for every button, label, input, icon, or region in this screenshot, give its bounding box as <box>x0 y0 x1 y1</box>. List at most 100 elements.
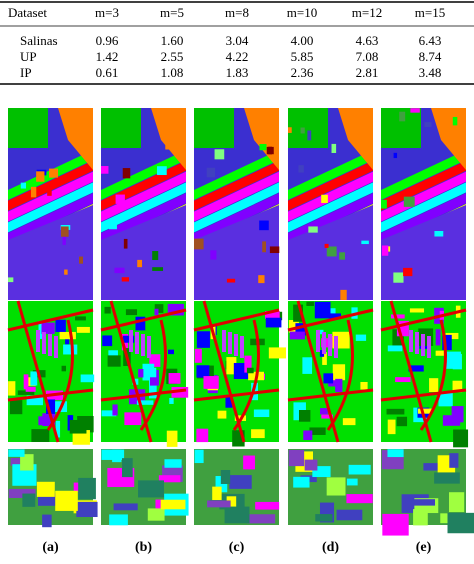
table-cell: 4.63 <box>356 33 379 48</box>
up-patch <box>314 301 331 319</box>
up-patch <box>217 410 227 419</box>
up-patch <box>323 373 334 384</box>
up-patch <box>26 395 43 406</box>
salinas-noise <box>410 108 420 113</box>
salinas-stripe <box>101 182 186 233</box>
ip-patch <box>78 477 96 500</box>
salinas-stripe <box>194 193 279 244</box>
caption: (c) <box>229 540 245 555</box>
salinas-noise <box>393 152 398 159</box>
up-patch <box>203 376 219 389</box>
up-patch <box>226 357 237 375</box>
salinas-noise <box>269 246 280 254</box>
ip-patch <box>448 492 465 513</box>
up-patch <box>55 319 66 333</box>
up-patch <box>167 303 184 316</box>
up-patch <box>435 329 441 346</box>
table-cell: 0.61 <box>96 65 119 80</box>
up-block <box>54 336 58 358</box>
salinas-noise <box>381 199 387 209</box>
salinas-stripe <box>194 171 279 222</box>
salinas-stripe <box>381 182 466 233</box>
up-patch <box>147 367 157 378</box>
ip-patch <box>434 472 460 484</box>
salinas-noise <box>101 166 109 174</box>
up-patch <box>251 429 265 439</box>
ip-patch <box>55 490 78 511</box>
salinas-stripe <box>194 182 279 233</box>
up-patch <box>408 365 424 372</box>
salinas-stripe <box>381 150 466 200</box>
up-patch <box>23 374 29 390</box>
up-patch <box>342 418 356 426</box>
salinas-noise <box>152 267 164 271</box>
ip-patch <box>22 493 36 507</box>
ip-patch <box>413 509 428 526</box>
up-patch <box>154 304 164 313</box>
up-patch <box>298 410 311 422</box>
salinas-noise <box>20 182 27 189</box>
salinas-noise <box>49 168 59 178</box>
salinas-noise <box>307 130 312 141</box>
up-patch <box>55 420 61 438</box>
up-patch <box>306 301 314 306</box>
table-cell: 1.83 <box>226 65 249 80</box>
salinas-patch <box>194 205 279 300</box>
up-patch <box>75 316 86 321</box>
up-patch <box>59 331 76 340</box>
salinas-noise <box>79 256 84 264</box>
up-patch <box>442 415 461 426</box>
up-patch <box>38 416 51 426</box>
up-patch <box>149 354 161 367</box>
up-patch <box>244 355 252 373</box>
salinas-noise <box>298 165 304 173</box>
salinas-noise <box>288 127 292 133</box>
ip-patch <box>8 488 36 499</box>
salinas-noise <box>331 143 337 153</box>
ip-patch <box>42 514 52 528</box>
up-patch <box>101 410 117 417</box>
up-patch <box>167 349 175 355</box>
salinas-noise <box>36 171 45 182</box>
caption: (e) <box>416 540 432 555</box>
up-patch <box>102 335 113 347</box>
up-patch <box>246 367 254 374</box>
up-patch <box>268 347 286 359</box>
table-cell: 4.00 <box>291 33 314 48</box>
up-patch <box>417 408 433 414</box>
salinas-noise <box>206 167 216 178</box>
table-cell: 1.60 <box>161 33 184 48</box>
up-patch <box>390 314 405 319</box>
up-patch <box>309 427 326 435</box>
salinas-noise <box>156 166 167 176</box>
salinas-noise <box>259 220 269 231</box>
salinas-stripe <box>288 182 373 233</box>
table-cell: 4.22 <box>226 49 249 64</box>
salinas-noise <box>259 143 267 151</box>
salinas-noise <box>210 250 217 260</box>
up-block <box>421 334 425 356</box>
salinas-stripe <box>288 150 373 200</box>
salinas-stripe <box>8 171 93 222</box>
salinas-noise <box>114 267 125 274</box>
up-block <box>316 330 320 352</box>
salinas-noise <box>30 186 37 198</box>
up-patch <box>125 309 138 316</box>
up-patch <box>149 380 157 399</box>
up-patch <box>253 409 270 418</box>
up-roads <box>287 300 374 443</box>
up-patch <box>25 386 36 392</box>
up-block <box>427 336 431 358</box>
ip-patch <box>247 514 276 524</box>
up-block <box>409 330 413 352</box>
up-patch <box>452 380 463 393</box>
up-patch <box>335 378 343 393</box>
salinas-noise <box>399 111 406 122</box>
up-patch <box>171 386 189 398</box>
up-patch <box>360 381 368 390</box>
up-patch <box>41 322 55 334</box>
table-cell: 1.08 <box>161 65 184 80</box>
up-patch <box>355 334 367 341</box>
